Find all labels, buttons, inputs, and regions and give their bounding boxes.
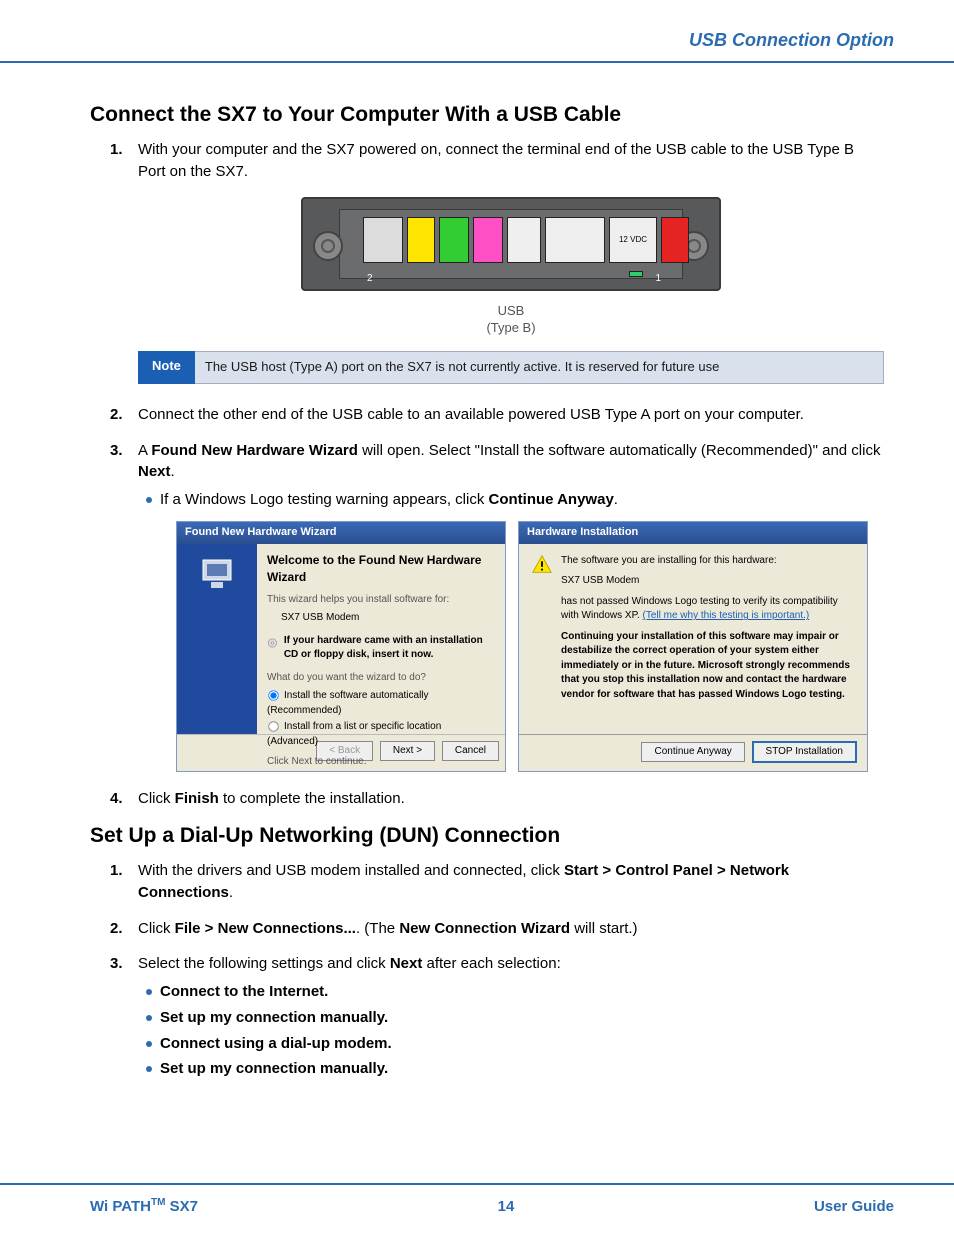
step-number: 2. <box>110 404 123 426</box>
step-number: 4. <box>110 788 123 810</box>
step-text: Click Finish to complete the installatio… <box>138 790 405 807</box>
step3-settings-list: Connect to the Internet. Set up my conne… <box>138 981 884 1080</box>
note-text: The USB host (Type A) port on the SX7 is… <box>195 351 884 384</box>
step-1: 1. With your computer and the SX7 powere… <box>110 139 884 384</box>
step-3: 3. A Found New Hardware Wizard will open… <box>110 440 884 773</box>
serial-ports <box>545 217 605 263</box>
guide-label: User Guide <box>814 1198 894 1215</box>
port-red <box>661 217 689 263</box>
wizard-question: What do you want the wizard to do? <box>267 671 495 686</box>
continue-anyway-button[interactable]: Continue Anyway <box>641 742 744 763</box>
setting-item: Set up my connection manually. <box>146 1007 884 1029</box>
device-illustration: 12 VDC 2 1 <box>301 197 721 291</box>
step-text: With your computer and the SX7 powered o… <box>138 141 854 180</box>
usb-type-b-port <box>473 217 503 263</box>
ports-row: 12 VDC <box>363 217 659 263</box>
wizard-text: This wizard helps you install software f… <box>267 593 495 608</box>
product-name: Wi PATHTM SX7 <box>90 1197 198 1215</box>
wizard-sidebar <box>177 544 257 734</box>
dialog-titlebar: Hardware Installation <box>519 522 867 544</box>
note-callout: Note The USB host (Type A) port on the S… <box>138 351 884 384</box>
note-label: Note <box>138 351 195 384</box>
section1-title: Connect the SX7 to Your Computer With a … <box>90 103 884 127</box>
step-1: 1. With the drivers and USB modem instal… <box>110 860 884 904</box>
page-content: Connect the SX7 to Your Computer With a … <box>0 63 954 1114</box>
cd-icon <box>267 634 278 652</box>
step-3: 3. Select the following settings and cli… <box>110 953 884 1080</box>
radio-list[interactable]: Install from a list or specific location… <box>267 720 495 749</box>
setting-item: Connect using a dial-up modem. <box>146 1033 884 1055</box>
port-green <box>439 217 469 263</box>
device-caption: USB (Type B) <box>138 303 884 337</box>
power-port: 12 VDC <box>609 217 657 263</box>
step-text: Connect the other end of the USB cable t… <box>138 406 804 423</box>
port-label-1: 1 <box>655 272 661 287</box>
setting-item: Set up my connection manually. <box>146 1058 884 1080</box>
page-header: USB Connection Option <box>0 0 954 63</box>
section1-steps: 1. With your computer and the SX7 powere… <box>90 139 884 810</box>
radio-auto[interactable]: Install the software automatically (Reco… <box>267 689 495 718</box>
status-led <box>629 271 643 277</box>
step-4: 4. Click Finish to complete the installa… <box>110 788 884 810</box>
port-yellow <box>407 217 435 263</box>
usb-host-port <box>507 217 541 263</box>
step-number: 1. <box>110 139 123 161</box>
wizard-heading: Welcome to the Found New Hardware Wizard <box>267 552 495 587</box>
setting-item: Connect to the Internet. <box>146 981 884 1003</box>
hardware-installation-dialog: Hardware Installation The software you a… <box>518 521 868 772</box>
page-number: 14 <box>498 1198 515 1215</box>
testing-info-link[interactable]: (Tell me why this testing is important.) <box>643 610 810 621</box>
section2-title: Set Up a Dial-Up Networking (DUN) Connec… <box>90 824 884 848</box>
step3-bullets: If a Windows Logo testing warning appear… <box>138 489 884 511</box>
screenshot-row: Found New Hardware Wizard Welcome to the… <box>176 521 884 772</box>
warning-text: The software you are installing for this… <box>561 554 855 724</box>
step-2: 2. Click File > New Connections.... (The… <box>110 918 884 940</box>
step-text: A Found New Hardware Wizard will open. S… <box>138 442 880 481</box>
wizard-device: SX7 USB Modem <box>281 611 495 626</box>
device-figure: 12 VDC 2 1 USB (Type B) <box>138 197 884 338</box>
warning-icon <box>531 554 553 576</box>
step-2: 2. Connect the other end of the USB cabl… <box>110 404 884 426</box>
warning-button-row: Continue Anyway STOP Installation <box>519 734 867 772</box>
mounting-knob-left <box>313 231 343 261</box>
port-label-2: 2 <box>367 272 373 287</box>
bullet: If a Windows Logo testing warning appear… <box>146 489 884 511</box>
section2-steps: 1. With the drivers and USB modem instal… <box>90 860 884 1080</box>
step-number: 3. <box>110 440 123 462</box>
stop-installation-button[interactable]: STOP Installation <box>752 741 857 764</box>
ethernet-port <box>363 217 403 263</box>
page-footer: Wi PATHTM SX7 14 User Guide <box>0 1183 954 1215</box>
dialog-titlebar: Found New Hardware Wizard <box>177 522 505 544</box>
cd-text: If your hardware came with an installati… <box>284 634 495 663</box>
hardware-icon <box>197 554 237 594</box>
header-title: USB Connection Option <box>689 30 894 50</box>
wizard-continue-text: Click Next to continue. <box>267 755 495 770</box>
found-new-hardware-wizard-dialog: Found New Hardware Wizard Welcome to the… <box>176 521 506 772</box>
wizard-main: Welcome to the Found New Hardware Wizard… <box>257 544 505 734</box>
